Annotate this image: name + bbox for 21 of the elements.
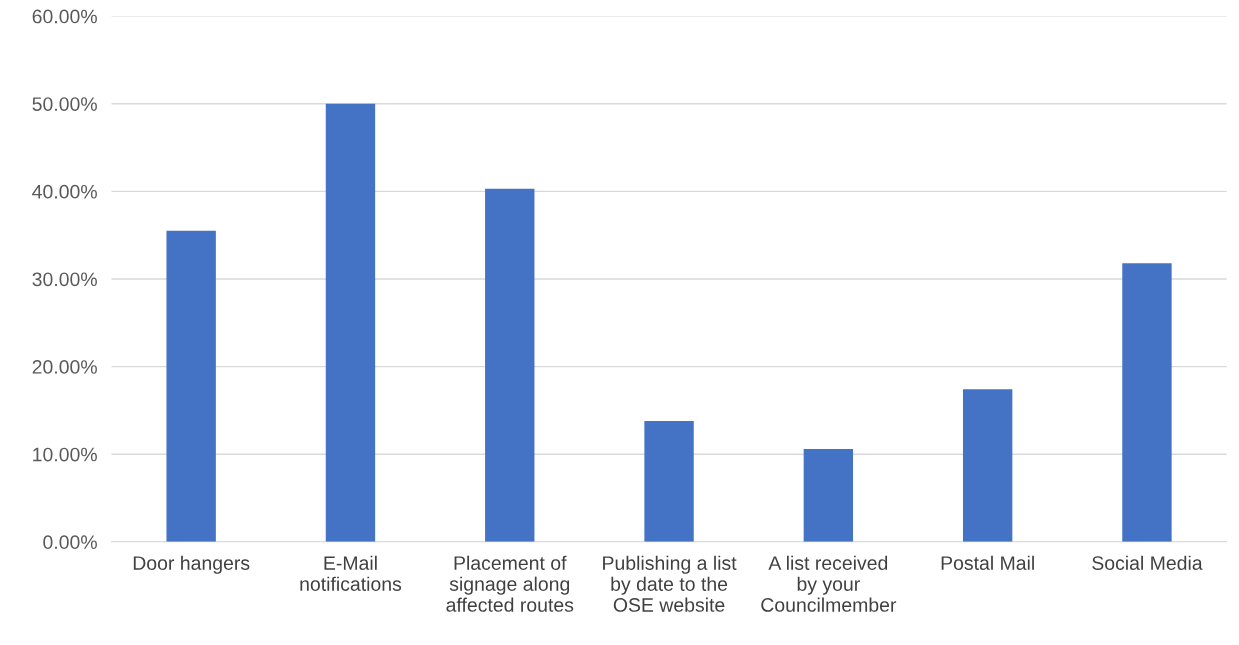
x-tick-label: Social Media [1092, 555, 1203, 570]
x-tick-label: Placement of signage along affected routes [446, 555, 574, 612]
x-tick-label: E-Mail notifications [300, 555, 402, 591]
y-tick-label: 10.00% [33, 447, 97, 462]
y-tick-label: 20.00% [32, 360, 97, 374]
x-tick-label: A list received by your Councilmember [761, 555, 897, 612]
x-tick-label: Publishing a list by date to the OSE website [603, 555, 737, 612]
y-tick-label: 40.00% [32, 184, 97, 199]
y-tick-label: 60.00% [32, 9, 97, 24]
y-tick-label: 0.00% [43, 535, 97, 550]
bar [485, 188, 535, 542]
bar [325, 103, 376, 542]
y-tick-label: 30.00% [32, 272, 97, 287]
bar [962, 389, 1013, 542]
y-tick-label: 50.00% [32, 97, 97, 111]
x-tick-label: Door hangers [133, 555, 250, 574]
bar [166, 230, 216, 542]
bar [803, 448, 854, 542]
bar [1122, 263, 1172, 542]
x-tick-label: Postal Mail [941, 555, 1034, 570]
bar [644, 420, 694, 542]
